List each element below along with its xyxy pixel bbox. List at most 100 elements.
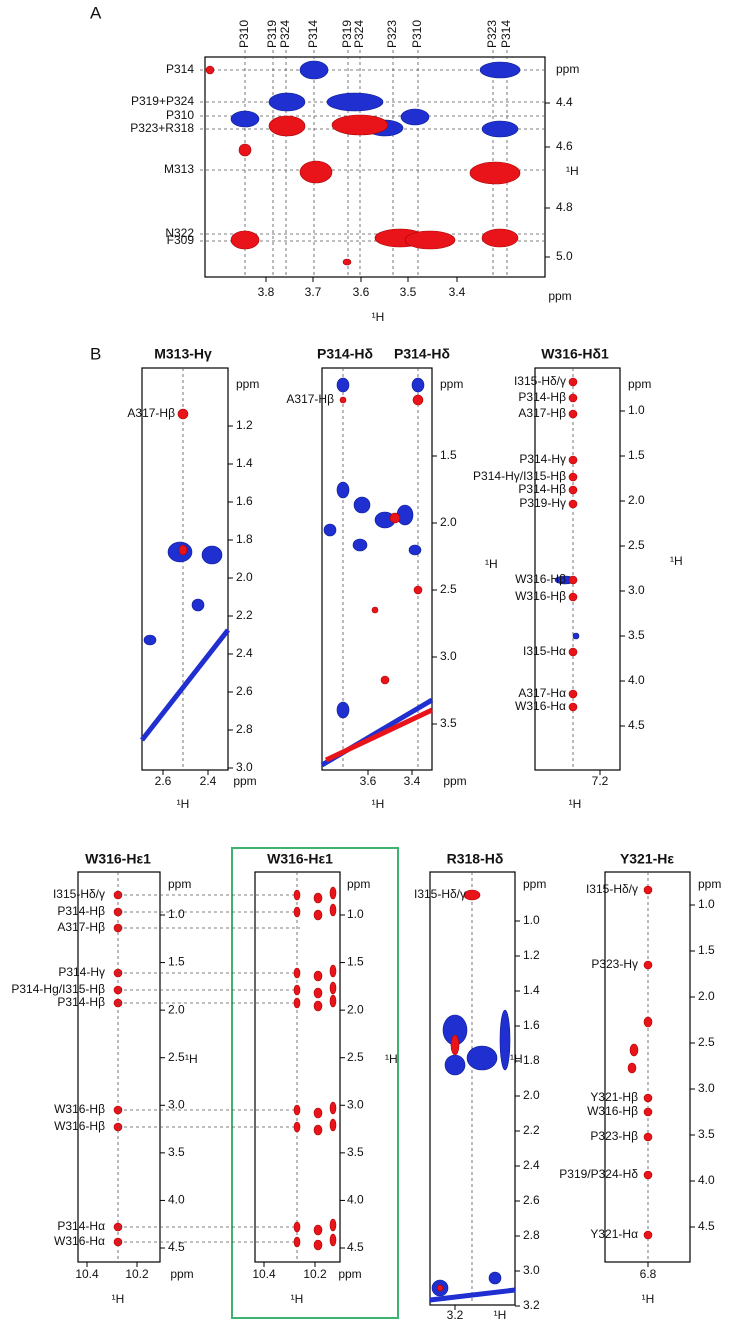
y-tick-label: 4.6: [556, 139, 573, 153]
assignment-label: P319: [340, 20, 354, 48]
peak: [389, 512, 401, 524]
peak: [568, 377, 578, 387]
x-tick-label: 6.8: [640, 1267, 657, 1281]
y-tick-label: 1.5: [628, 448, 645, 462]
peak-label: P319-Hγ: [519, 496, 566, 510]
y-axis-label: ¹H: [510, 1052, 523, 1066]
y-tick-label: 1.5: [698, 943, 715, 957]
x-unit: ppm: [443, 774, 466, 788]
peak-label: P319/P324-Hδ: [559, 1167, 638, 1181]
peak-label: P314-Hγ: [519, 452, 566, 466]
peak: [293, 1236, 301, 1248]
y-tick-label: ppm: [236, 377, 259, 391]
peak: [293, 1104, 301, 1116]
spectrum-title: Y321-Hε: [620, 851, 674, 867]
peak: [313, 1124, 323, 1136]
peak: [371, 606, 379, 614]
y-tick-label: 4.0: [168, 1193, 185, 1207]
peak-label: P314-Hβ: [518, 482, 566, 496]
peak-label: A317-Hβ: [127, 406, 175, 420]
peak: [323, 523, 337, 537]
y-tick-label: 1.8: [523, 1053, 540, 1067]
peak: [313, 1107, 323, 1119]
peak: [412, 394, 424, 406]
peak: [643, 960, 653, 970]
peak: [404, 230, 456, 250]
peak: [568, 702, 578, 712]
diagonal: [324, 707, 434, 763]
assignment-label: P310: [237, 20, 251, 48]
x-axis-label: ¹H: [494, 1308, 507, 1322]
peak: [353, 496, 371, 514]
assignment-label: N322: [165, 226, 194, 240]
spectrum-title: R318-Hδ: [447, 851, 504, 867]
spectrum-frame: [254, 871, 341, 1263]
spectrum-title: W316-Hε1: [267, 851, 333, 867]
y-tick-label: ppm: [556, 62, 579, 76]
x-unit: ppm: [548, 289, 571, 303]
peak-label: Y321-Hβ: [590, 1090, 638, 1104]
y-tick-label: 2.0: [440, 515, 457, 529]
assignment-label: F309: [167, 233, 195, 247]
assignment-label: P324: [352, 20, 366, 48]
peak: [313, 987, 323, 999]
peak: [568, 485, 578, 495]
y-tick-label: 3.0: [628, 583, 645, 597]
y-tick-label: ppm: [347, 877, 370, 891]
spectrum-title: W316-Hε1: [85, 851, 151, 867]
x-unit: ppm: [170, 1267, 193, 1281]
peak-label: P314-Hg/I315-Hβ: [11, 982, 105, 996]
peak: [499, 1009, 511, 1071]
x-tick-label: 10.4: [75, 1267, 99, 1281]
y-axis-label: ¹H: [485, 557, 498, 571]
peak: [329, 1218, 337, 1232]
x-unit: ppm: [338, 1267, 361, 1281]
x-tick-label: 10.2: [303, 1267, 327, 1281]
y-tick-label: 1.0: [698, 897, 715, 911]
peak: [329, 994, 337, 1008]
peak-label: W316-Hα: [515, 699, 566, 713]
y-tick-label: 4.5: [698, 1219, 715, 1233]
y-tick-label: 1.0: [628, 403, 645, 417]
y-tick-label: 1.8: [236, 532, 253, 546]
spectrum-frame: [77, 871, 161, 1263]
y-axis-label: ¹H: [385, 1052, 398, 1066]
peak-label: Y321-Hα: [590, 1227, 638, 1241]
peak: [444, 1054, 466, 1076]
x-axis-label: ¹H: [372, 797, 385, 811]
y-tick-label: 2.5: [168, 1050, 185, 1064]
y-tick-label: 1.0: [523, 913, 540, 927]
peak: [568, 472, 578, 482]
peak: [643, 1230, 653, 1240]
x-unit: ppm: [233, 774, 256, 788]
spectrum-title: P314-Hδ: [317, 346, 373, 362]
peak-label: P314-Hβ: [518, 390, 566, 404]
peak-label: W316-Hβ: [515, 572, 566, 586]
peak: [329, 903, 337, 917]
peak: [336, 481, 350, 499]
y-tick-label: 2.6: [236, 684, 253, 698]
y-tick-label: 1.0: [347, 907, 364, 921]
peak-label: P323-Hγ: [591, 957, 638, 971]
y-tick-label: 2.0: [523, 1088, 540, 1102]
y-tick-label: 1.6: [523, 1018, 540, 1032]
y-tick-label: 3.5: [168, 1145, 185, 1159]
y-tick-label: 3.0: [698, 1081, 715, 1095]
peak-label: P314-Hγ: [58, 965, 105, 979]
peak: [329, 981, 337, 995]
y-tick-label: 3.5: [440, 716, 457, 730]
peak: [143, 634, 157, 646]
y-tick-label: ppm: [168, 877, 191, 891]
y-tick-label: 2.5: [698, 1035, 715, 1049]
peak: [336, 377, 350, 393]
y-tick-label: ppm: [440, 377, 463, 391]
peak: [488, 1271, 502, 1285]
x-axis-label: ¹H: [372, 310, 385, 324]
y-tick-label: ppm: [698, 877, 721, 891]
peak-label: I315-Hδ/γ: [414, 887, 466, 901]
y-axis-label: ¹H: [670, 554, 683, 568]
peak: [268, 115, 306, 137]
y-tick-label: 2.0: [628, 493, 645, 507]
peak: [331, 114, 389, 136]
assignment-label: P323+R318: [130, 121, 194, 135]
